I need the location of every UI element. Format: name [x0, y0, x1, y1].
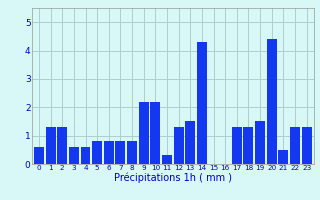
Bar — [116, 141, 125, 164]
Bar — [34, 147, 44, 164]
Bar — [104, 141, 114, 164]
Bar — [174, 127, 184, 164]
Bar — [255, 121, 265, 164]
Bar — [232, 127, 242, 164]
Bar — [302, 127, 312, 164]
Bar — [46, 127, 56, 164]
Bar — [185, 121, 195, 164]
Bar — [278, 150, 288, 164]
Bar — [69, 147, 79, 164]
Bar — [81, 147, 91, 164]
Bar — [244, 127, 253, 164]
Bar — [127, 141, 137, 164]
Bar — [150, 102, 160, 164]
Bar — [139, 102, 149, 164]
Bar — [92, 141, 102, 164]
Bar — [197, 42, 207, 164]
Bar — [57, 127, 67, 164]
X-axis label: Précipitations 1h ( mm ): Précipitations 1h ( mm ) — [114, 173, 232, 183]
Bar — [162, 155, 172, 164]
Bar — [267, 39, 277, 164]
Bar — [290, 127, 300, 164]
